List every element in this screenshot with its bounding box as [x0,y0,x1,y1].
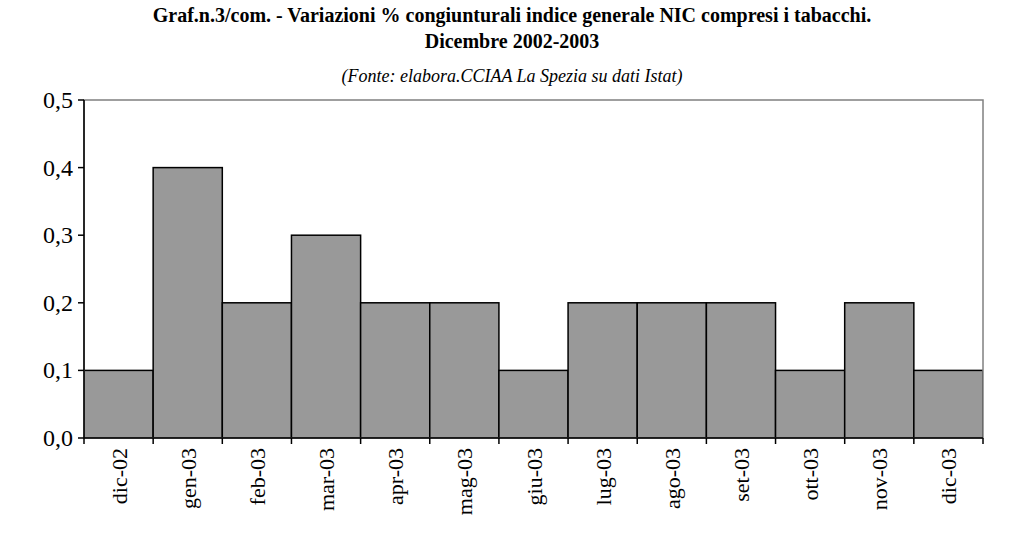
x-tick [706,438,708,444]
title: Graf.n.3/com. - Variazioni % congiuntura… [153,4,871,52]
x-tick-label: lug-03 [591,448,616,505]
y-tick-label: 0,0 [43,425,73,451]
bar [914,370,983,438]
bar [499,370,568,438]
x-tick-label: dic-03 [936,448,961,504]
x-tick [567,438,569,444]
x-tick-label: nov-03 [867,448,892,510]
x-tick [775,438,777,444]
x-tick-label: giu-03 [522,448,547,505]
x-tick [152,438,154,444]
x-tick [360,438,362,444]
plot-frame [84,100,983,438]
x-tick-label: set-03 [729,448,754,502]
x-tick-label: ago-03 [660,448,685,509]
x-tick [83,438,85,444]
bar [361,303,430,438]
x-axis [84,437,983,439]
chart: Graf.n.3/com. - Variazioni % congiuntura… [0,0,1024,554]
x-tick [429,438,431,444]
subtitle: (Fonte: elabora.CCIAA La Spezia su dati … [341,66,682,87]
x-tick-label: mar-03 [314,448,339,511]
x-tick [636,438,638,444]
y-tick [78,234,84,236]
bar [430,303,499,438]
x-tick [291,438,293,444]
y-tick-label: 0,3 [43,222,73,248]
x-tick [498,438,500,444]
y-axis [83,100,85,438]
y-tick [78,99,84,101]
x-tick-label: mag-03 [452,448,477,515]
x-tick-label: feb-03 [245,448,270,505]
x-tick [913,438,915,444]
bar [153,168,222,438]
x-tick-label: apr-03 [383,448,408,505]
y-tick-label: 0,1 [43,357,73,383]
x-tick-label: dic-02 [107,448,132,504]
y-tick-label: 0,5 [43,87,73,113]
bar [568,303,637,438]
y-tick-label: 0,4 [43,155,73,181]
bar [845,303,914,438]
bar [637,303,706,438]
x-tick [982,438,984,444]
y-tick [78,437,84,439]
bar [291,235,360,438]
x-tick-label: gen-03 [176,448,201,509]
x-tick-label: ott-03 [798,448,823,501]
y-tick [78,167,84,169]
y-tick-label: 0,2 [43,290,73,316]
bar [776,370,845,438]
bar [222,303,291,438]
bars [84,168,983,438]
y-tick [78,370,84,372]
x-tick [844,438,846,444]
bar [706,303,775,438]
x-tick [222,438,224,444]
y-tick [78,302,84,304]
bar [84,370,153,438]
